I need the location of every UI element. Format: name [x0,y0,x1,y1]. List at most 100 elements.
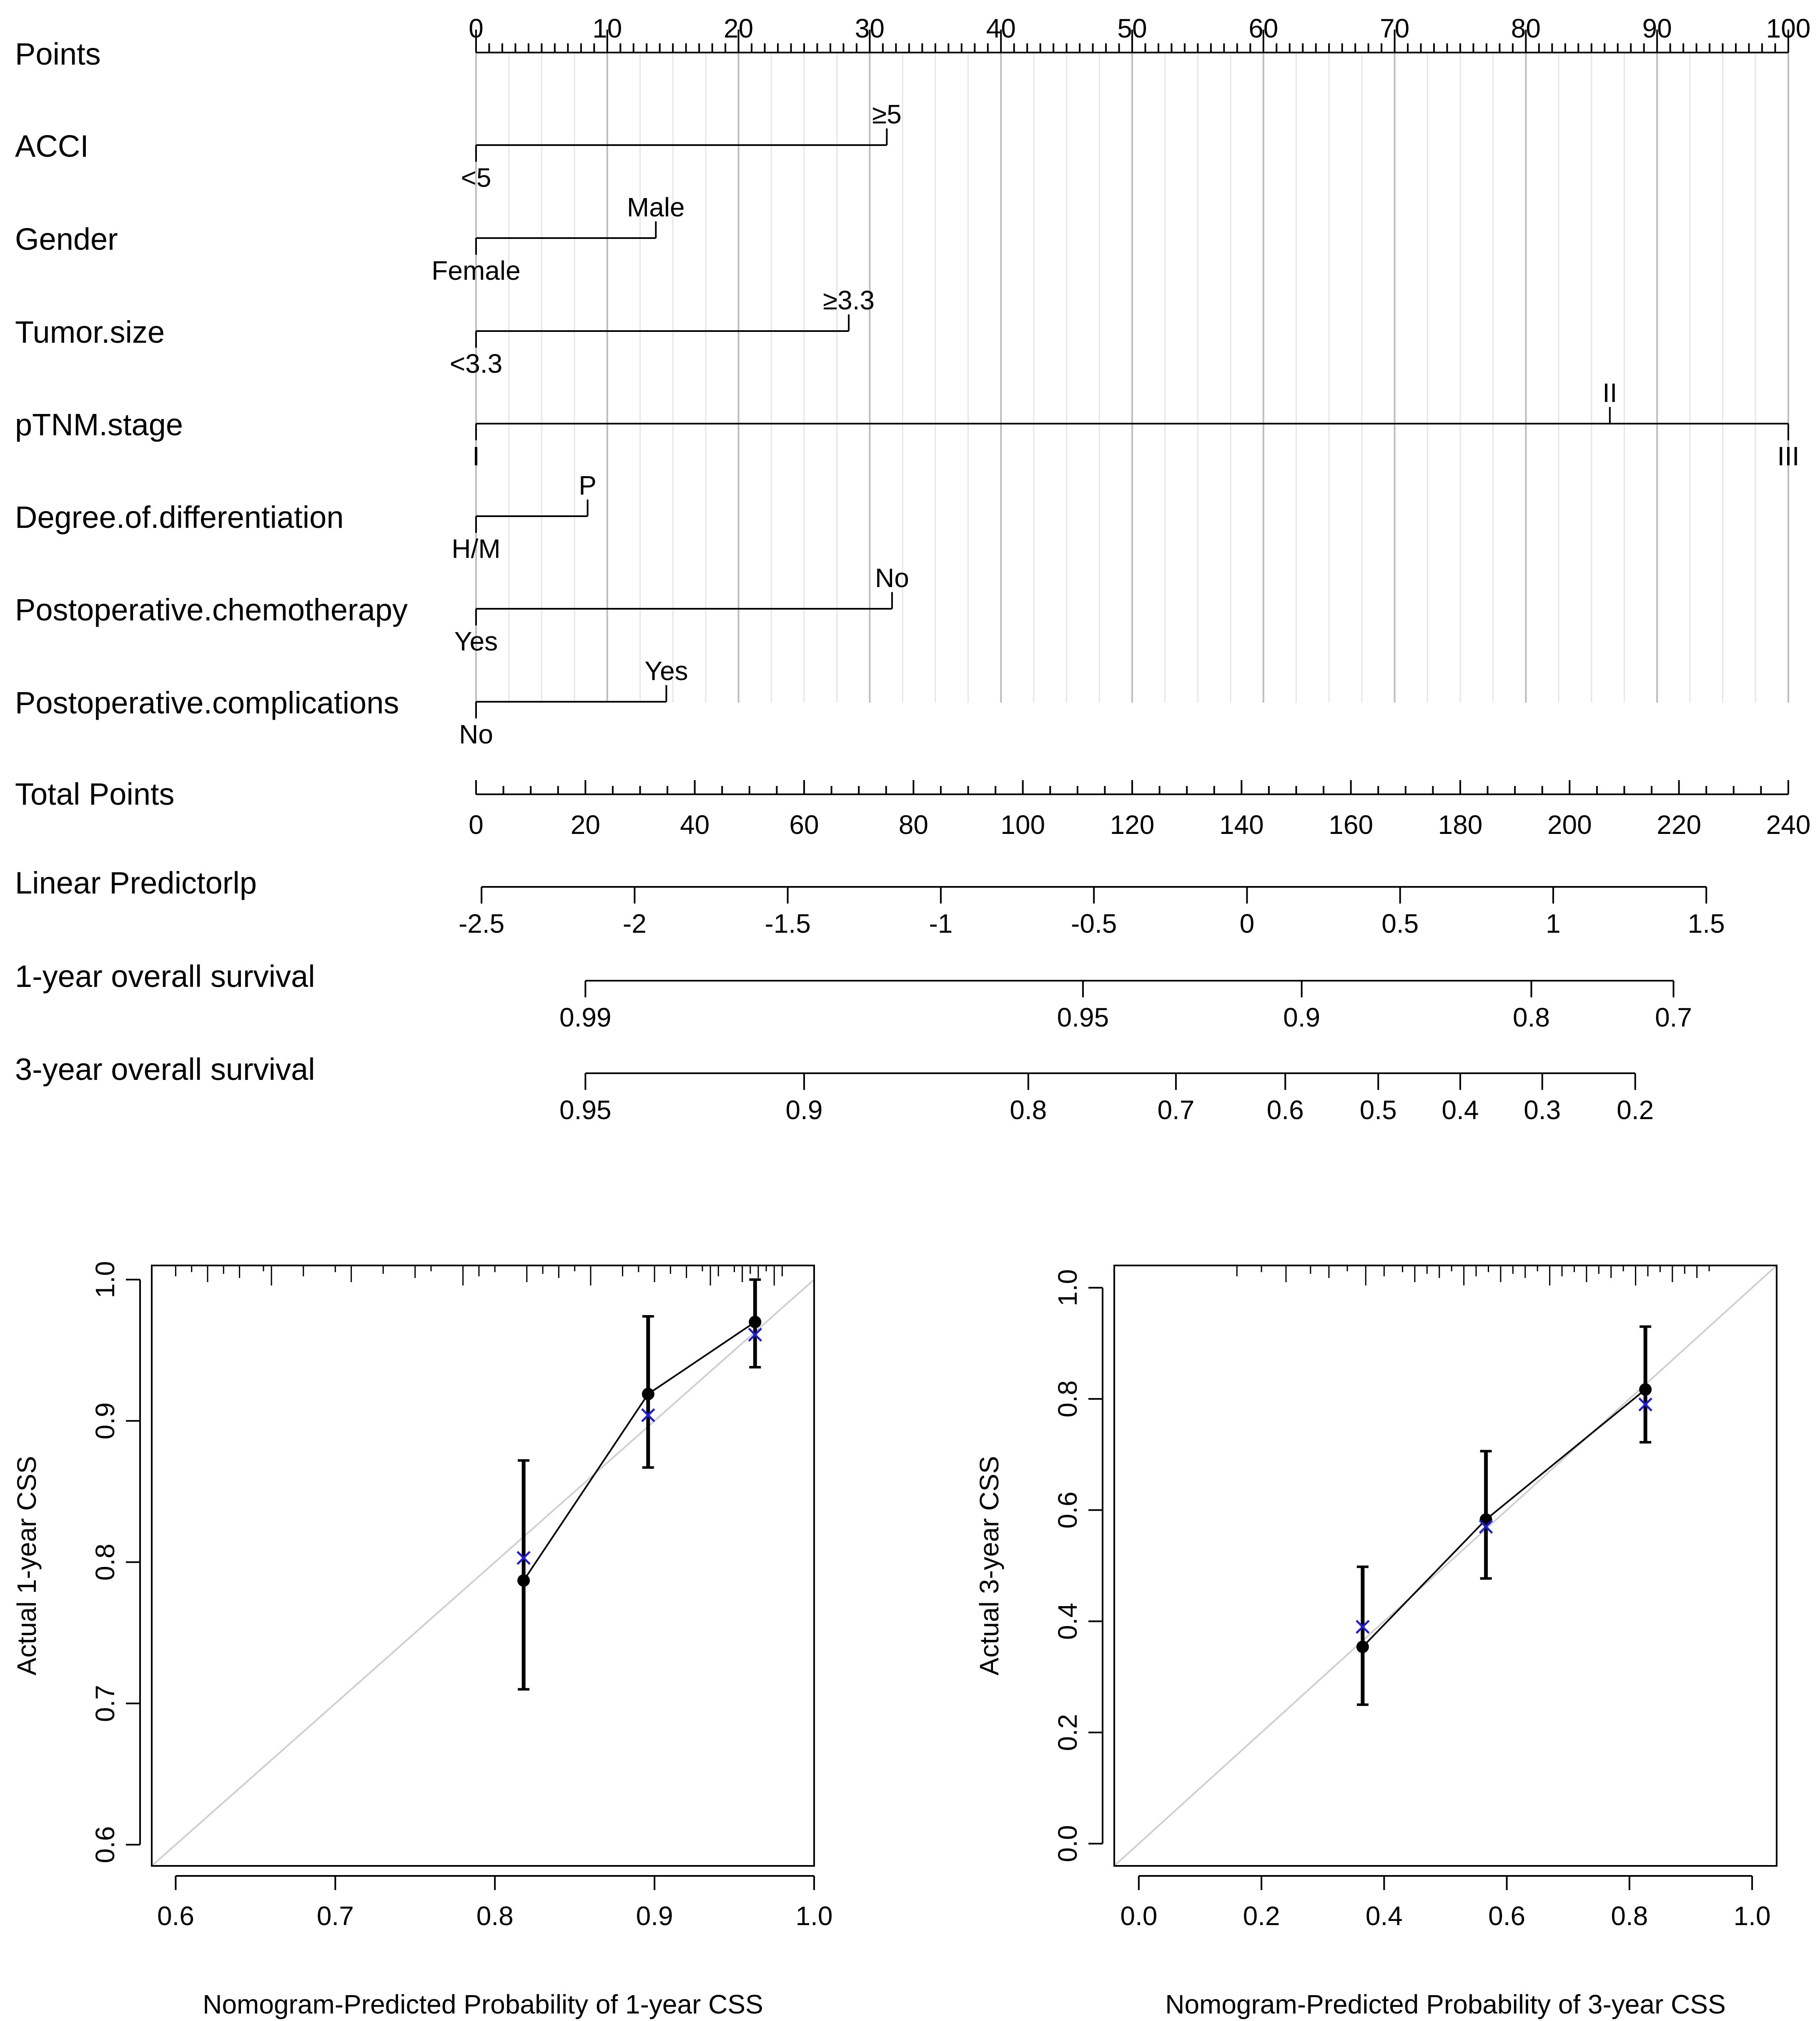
linear-predictor-tick-label: 1.5 [1688,909,1725,939]
row-label-tumor-size: Tumor.size [15,315,165,349]
cal-3yr-y-tick-label: 0.4 [1053,1603,1083,1640]
cal-1yr-corrected-point [748,1328,762,1342]
cal-1yr-x-axis-label: Nomogram-Predicted Probability of 1-year… [203,1989,763,2019]
cal-1yr-y-tick-label: 1.0 [90,1261,120,1298]
cal-1yr-x-tick-label: 0.6 [157,1901,194,1931]
cal-1yr-reference-line [151,1279,815,1867]
cal-1yr-observed-point [749,1316,762,1328]
level-label-postoperative-chemotherapy: No [875,563,909,593]
level-label-acci: ≥5 [872,99,902,129]
points-tick-label: 100 [1766,13,1811,43]
cal-1yr-corrected-point [641,1408,655,1422]
level-label-ptnm-stage: I [472,441,480,471]
points-tick-label: 60 [1248,13,1278,43]
total-points-tick-label: 0 [469,810,484,840]
cal-1yr-corrected-stroke [516,1551,531,1565]
cal-3yr-reference-line [1113,1265,1777,1867]
total-points-tick-label: 200 [1547,810,1592,840]
level-label-degree-of-differentiation: P [579,470,597,500]
survival-1yr-tick-label: 0.8 [1513,1002,1550,1032]
total-points-tick-label: 180 [1438,810,1483,840]
cal-3yr-y-tick-label: 0.2 [1053,1714,1083,1751]
cal-3yr-corrected-stroke [1638,1397,1652,1412]
survival-1yr-tick-label: 0.9 [1283,1002,1320,1032]
level-label-degree-of-differentiation: H/M [451,534,500,564]
points-tick-label: 10 [592,13,622,43]
total-points-tick-label: 60 [789,810,819,840]
level-label-tumor-size: ≥3.3 [823,285,875,315]
survival-3yr-tick-label: 0.7 [1157,1095,1194,1125]
survival-1yr-tick-label: 0.99 [559,1002,612,1032]
cal-1yr-plot-frame [151,1265,815,1867]
points-tick-label: 70 [1380,13,1409,43]
level-label-ptnm-stage: II [1602,378,1617,408]
row-label-postoperative-chemotherapy: Postoperative.chemotherapy [15,592,408,627]
points-tick-label: 20 [724,13,753,43]
cal-3yr-x-tick-label: 0.2 [1243,1901,1280,1931]
linear-predictor-tick-label: 0 [1240,909,1255,939]
cal-3yr-corrected-point [1356,1619,1370,1634]
cal-3yr-observed-line [1362,1388,1646,1648]
cal-3yr-x-tick-label: 1.0 [1734,1901,1771,1931]
cal-3yr-corrected-stroke [1479,1519,1493,1534]
cal-1yr-observed-line [523,1321,756,1581]
survival-3yr-tick-label: 0.9 [786,1095,823,1125]
cal-3yr-y-tick-label: 0.8 [1053,1381,1083,1418]
cal-3yr-y-tick-label: 1.0 [1053,1269,1083,1306]
points-tick-label: 40 [986,13,1016,43]
cal-3yr-corrected-point [1479,1519,1493,1534]
linear-predictor-tick-label: 0.5 [1381,909,1419,939]
total-points-tick-label: 20 [571,810,600,840]
cal-1yr-y-tick-label: 0.9 [90,1402,120,1439]
survival-3yr-tick-label: 0.4 [1442,1095,1479,1125]
level-label-postoperative-chemotherapy: Yes [454,626,498,656]
survival-3yr-tick-label: 0.5 [1360,1095,1397,1125]
survival-3yr-tick-label: 0.2 [1617,1095,1654,1125]
total-points-tick-label: 80 [899,810,928,840]
cal-1yr-y-axis-label: Actual 1-year CSS [12,1456,42,1675]
cal-1yr-x-tick-label: 1.0 [796,1901,833,1931]
cal-1yr-corrected-stroke [641,1408,655,1422]
linear-predictor-row-label: Linear Predictorlp [15,866,257,900]
linear-predictor-tick-label: -1 [929,909,953,939]
linear-predictor-tick-label: -2 [623,909,647,939]
cal-1yr-y-tick-label: 0.7 [90,1685,120,1722]
level-label-gender: Female [431,256,520,286]
level-label-acci: <5 [461,163,491,193]
cal-1yr-observed-point [642,1388,654,1401]
total-points-tick-label: 140 [1219,810,1264,840]
points-tick-label: 50 [1117,13,1147,43]
survival-1yr-row-label: 1-year overall survival [15,959,315,994]
level-label-gender: Male [627,192,685,222]
calibration-plot-3-year: 0.0 0.2 0.4 0.6 0.8 1.0 Nomogram-Predicted Pro… [974,1265,1777,2019]
cal-3yr-y-tick-label: 0.6 [1053,1491,1083,1529]
survival-1yr-tick-label: 0.7 [1655,1002,1692,1032]
level-label-postoperative-complications: Yes [644,656,688,686]
linear-predictor-tick-label: -1.5 [765,909,811,939]
cal-3yr-plot-frame [1113,1265,1777,1867]
linear-predictor-tick-label: 1 [1546,909,1561,939]
row-label-postoperative-complications: Postoperative.complications [15,685,399,720]
total-points-tick-label: 160 [1329,810,1373,840]
survival-3yr-tick-label: 0.3 [1524,1095,1561,1125]
points-tick-label: 30 [855,13,885,43]
cal-1yr-corrected-point [516,1551,531,1565]
points-tick-label: 90 [1642,13,1672,43]
level-label-tumor-size: <3.3 [450,349,502,379]
linear-predictor-tick-label: -0.5 [1071,909,1117,939]
survival-3yr-tick-label: 0.6 [1267,1095,1304,1125]
cal-3yr-observed-point [1356,1640,1369,1653]
cal-1yr-x-tick-label: 0.9 [636,1901,673,1931]
total-points-tick-label: 40 [680,810,709,840]
cal-3yr-observed-point [1479,1513,1492,1526]
cal-3yr-corrected-stroke [1356,1619,1370,1634]
total-points-tick-label: 240 [1766,810,1811,840]
cal-1yr-x-tick-label: 0.7 [317,1901,354,1931]
linear-predictor-tick-label: -2.5 [459,909,504,939]
survival-3yr-tick-label: 0.8 [1010,1095,1047,1125]
points-tick-label: 0 [469,13,484,43]
total-points-tick-label: 100 [1000,810,1045,840]
cal-1yr-y-tick-label: 0.8 [90,1544,120,1581]
